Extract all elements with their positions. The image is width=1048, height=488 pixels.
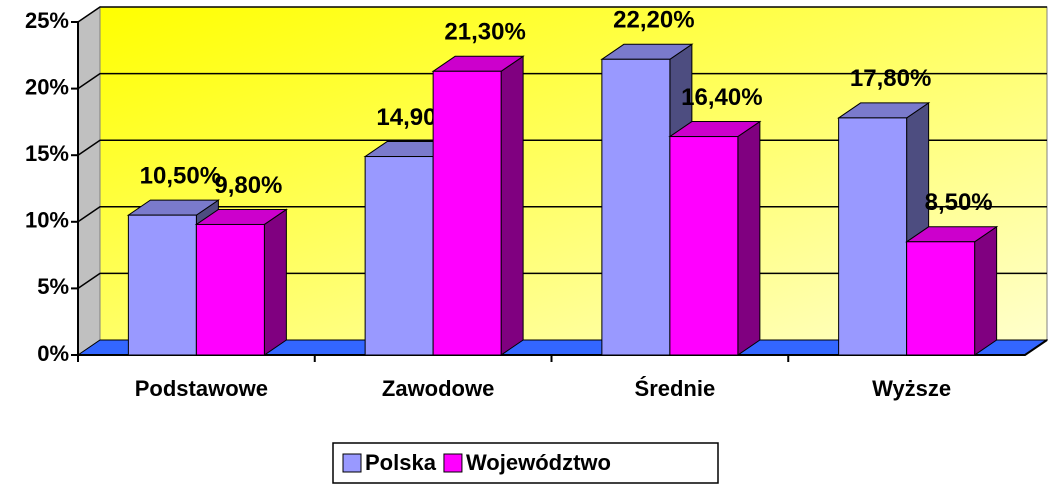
value-label: 21,30%: [444, 19, 525, 46]
y-tick-label: 20%: [25, 74, 69, 99]
y-tick-label: 15%: [25, 141, 69, 166]
value-label: 9,80%: [214, 172, 282, 199]
value-label: 10,50%: [140, 162, 221, 189]
bar: [905, 225, 999, 356]
y-tick-label: 25%: [25, 8, 69, 33]
legend-box: [332, 442, 719, 484]
x-tick-label: Podstawowe: [135, 376, 268, 401]
bar-front: [432, 70, 502, 356]
y-tick-label: 10%: [25, 208, 69, 233]
bar: [431, 55, 525, 356]
bar: [668, 120, 762, 356]
legend-swatch: [342, 453, 362, 473]
bar-side: [263, 208, 287, 356]
bar-front: [669, 136, 739, 356]
y-tick-label: 5%: [37, 274, 69, 299]
x-tick-label: Wyższe: [872, 376, 951, 401]
value-label: 8,50%: [925, 189, 993, 216]
y-tick-label: 0%: [37, 341, 69, 366]
bar-front: [906, 241, 976, 356]
bar-front: [364, 156, 434, 356]
bar-front: [601, 58, 671, 356]
bar-side: [737, 120, 761, 356]
value-label: 22,20%: [613, 7, 694, 34]
bar-side: [974, 225, 998, 356]
bar-front: [127, 214, 197, 356]
legend-label: Polska: [365, 450, 437, 475]
legend-label: Województwo: [466, 450, 611, 475]
bar-front: [838, 117, 908, 356]
bar-front: [195, 223, 265, 356]
value-label: 16,40%: [681, 84, 762, 111]
bar: [194, 208, 288, 356]
grid-line: [77, 6, 1047, 23]
legend: Polska Województwo: [332, 442, 719, 484]
value-label: 17,80%: [850, 65, 931, 92]
x-tick-label: Zawodowe: [382, 376, 494, 401]
legend-swatch: [443, 453, 463, 473]
grid-line: [77, 72, 1047, 90]
x-tick-label: Średnie: [635, 376, 716, 401]
side-wall: [77, 6, 101, 356]
bar-side: [500, 55, 524, 356]
